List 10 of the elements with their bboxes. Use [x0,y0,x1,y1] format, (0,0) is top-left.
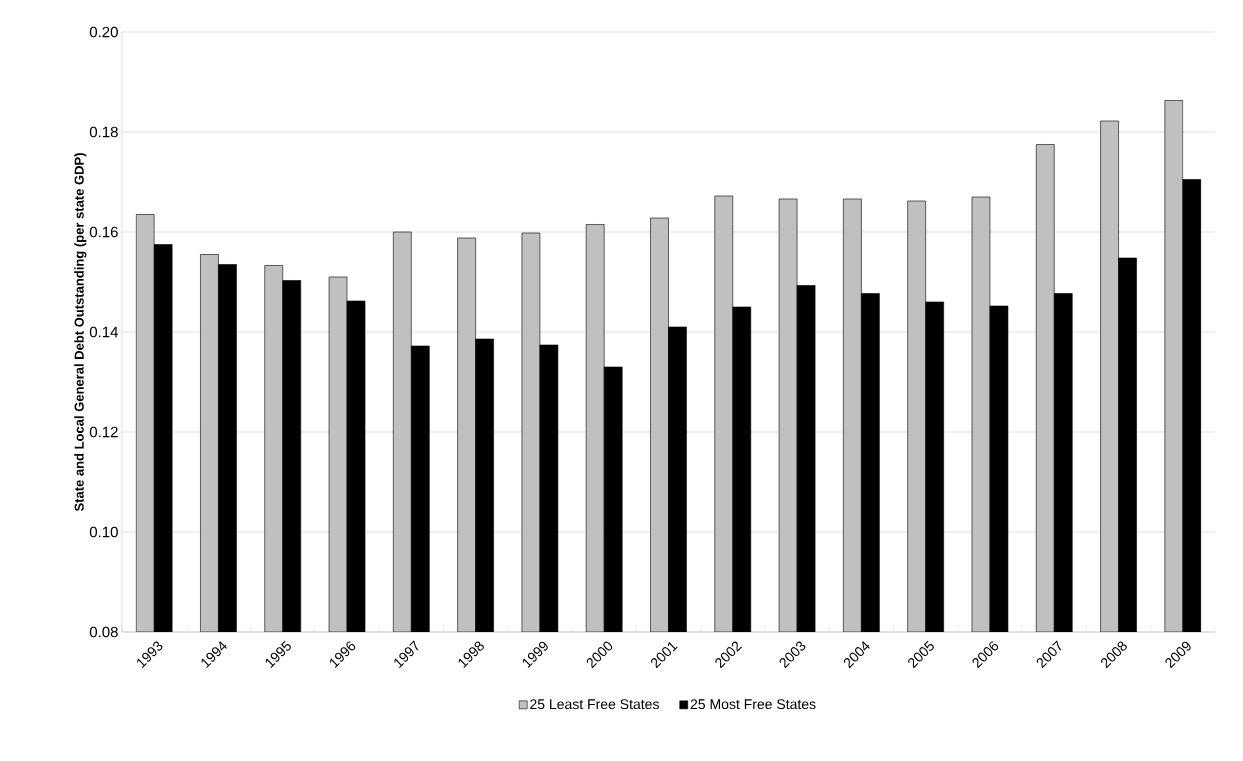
legend-label: 25 Most Free States [690,699,816,710]
y-tick-label: 0.20 [89,26,118,38]
y-tick-label: 0.14 [89,326,119,338]
y-tick-label: 0.12 [89,426,118,438]
y-tick-label: 0.18 [89,126,118,138]
y-tick-label: 0.08 [89,626,118,638]
y-tick-label: 0.16 [89,226,118,238]
legend-label: 25 Least Free States [530,699,659,710]
y-axis-title: State and Local General Debt Outstanding (per state GDP) [74,153,87,512]
y-tick-label: 0.10 [89,526,118,538]
